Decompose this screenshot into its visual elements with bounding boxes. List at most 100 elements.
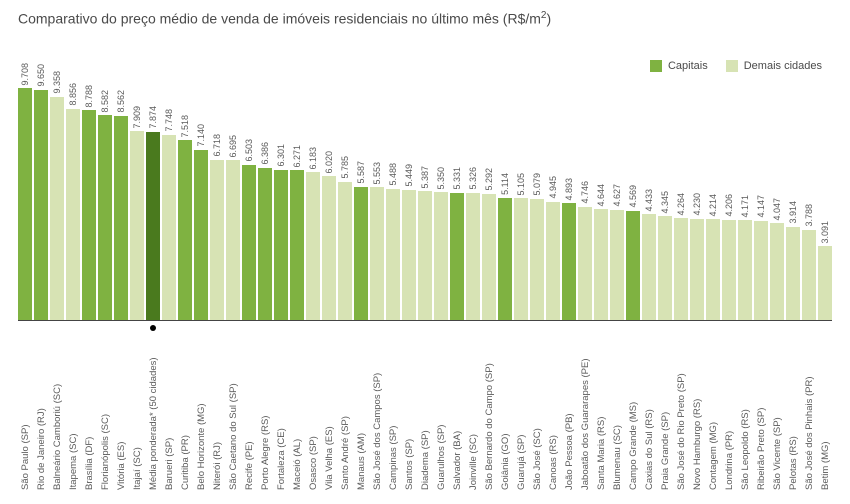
bar-value: 5.079 [532,173,542,196]
bar-value: 6.183 [308,147,318,170]
bar-value: 9.358 [52,71,62,94]
bar [610,210,624,320]
bar-label-text: Brasília (DF) [84,324,95,494]
bar-label: São José do Rio Preto (SP) [674,324,688,494]
bar-label: Diadema (SP) [418,324,432,494]
bar-label: Campinas (SP) [386,324,400,494]
bar-value: 8.856 [68,83,78,106]
bar-column: 5.114 [498,173,512,320]
bar-label: Balneário Camboriú (SC) [50,324,64,494]
bar-column: 6.020 [322,151,336,320]
bar-label: Ribeirão Preto (SP) [754,324,768,494]
bar [514,198,528,320]
bar-column: 8.856 [66,83,80,320]
title-prefix: Comparativo do preço médio de venda de i… [18,11,541,27]
bar-value: 7.518 [180,115,190,138]
bar [434,192,448,320]
bar-label-text: São José do Rio Preto (SP) [676,324,687,494]
bar-label-text: São Leopoldo (RS) [740,324,751,494]
bar [706,219,720,320]
bar-label-text: Caxias do Sul (RS) [644,324,655,494]
bar [450,193,464,320]
bar-label: Santa Maria (RS) [594,324,608,494]
bar-column: 4.047 [770,198,784,320]
bar-label: Brasília (DF) [82,324,96,494]
bar-column: 7.518 [178,115,192,320]
bar [178,140,192,320]
bar-label-text: Betim (MG) [820,324,831,494]
bar [34,90,48,320]
bar-label: Itapema (SC) [66,324,80,494]
bar-label: Vitória (ES) [114,324,128,494]
bar [306,172,320,320]
bar-value: 5.292 [484,168,494,191]
bar-column: 4.206 [722,194,736,320]
bar-column: 6.718 [210,134,224,320]
bar-label: Goiânia (GO) [498,324,512,494]
bar [722,220,736,320]
bar-column: 4.893 [562,178,576,320]
bar-label: Joinville (SC) [466,324,480,494]
bar-column: 9.650 [34,64,48,320]
bar-value: 5.326 [468,167,478,190]
bar-label: Salvador (BA) [450,324,464,494]
bar [66,109,80,320]
bar-label: Novo Hamburgo (RS) [690,324,704,494]
bar-label-text: Campinas (SP) [388,324,399,494]
bar-value: 4.746 [580,181,590,204]
bar-label: São José dos Campos (SP) [370,324,384,494]
bar-label-text: São Vicente (SP) [772,324,783,494]
bar-label-text: São Bernardo do Campo (SP) [484,324,495,494]
bar-column: 4.433 [642,189,656,320]
bar-column: 4.746 [578,181,592,320]
bar-label: Pelotas (RS) [786,324,800,494]
bar-label-text: Ribeirão Preto (SP) [756,324,767,494]
bar-column: 8.582 [98,90,112,320]
bar-column: 4.345 [658,191,672,320]
bar-value: 4.893 [564,178,574,201]
bar-label: Vila Velha (ES) [322,324,336,494]
bar-value: 6.695 [228,135,238,158]
bar-label-text: Goiânia (GO) [500,324,511,494]
bar-value: 4.047 [772,198,782,221]
bar-value: 4.230 [692,193,702,216]
bar-label-text: Maceió (AL) [292,324,303,494]
bar-label-text: Salvador (BA) [452,324,463,494]
bar [258,168,272,321]
bar [18,88,32,320]
bar-value: 4.945 [548,176,558,199]
bar-column: 5.331 [450,167,464,320]
bar-column: 4.214 [706,194,720,320]
bar-value: 7.874 [148,106,158,129]
bar-column: 6.695 [226,135,240,320]
labels-area: São Paulo (SP)Rio de Janeiro (RJ)Balneár… [18,324,832,494]
bar-value: 7.909 [132,106,142,129]
bar-value: 9.708 [20,63,30,86]
bar [530,199,544,320]
bar [210,160,224,320]
bar [418,191,432,320]
bar-label: Itajaí (SC) [130,324,144,494]
bar-column: 8.788 [82,85,96,320]
bar [162,135,176,320]
title-suffix: ) [546,11,551,27]
bar-label: João Pessoa (PB) [562,324,576,494]
bar-label-text: Santa Maria (RS) [596,324,607,494]
bar [130,131,144,320]
bar-label: Belo Horizonte (MG) [194,324,208,494]
bar-value: 5.331 [452,167,462,190]
bar-value: 4.644 [596,184,606,207]
bar-label: São Vicente (SP) [770,324,784,494]
bar-label: Jaboatão dos Guararapes (PE) [578,324,592,494]
bar-value: 8.582 [100,90,110,113]
bar-label: Praia Grande (SP) [658,324,672,494]
bar-label-text: Itapema (SC) [68,324,79,494]
bar-column: 7.140 [194,124,208,320]
bar-label: Média ponderada* (50 cidades) [146,324,160,494]
bar [498,198,512,320]
bar-column: 5.449 [402,164,416,320]
bar-label-text: Jaboatão dos Guararapes (PE) [580,324,591,494]
bar-value: 4.345 [660,191,670,214]
bar-label-text: Praia Grande (SP) [660,324,671,494]
bar [242,165,256,320]
